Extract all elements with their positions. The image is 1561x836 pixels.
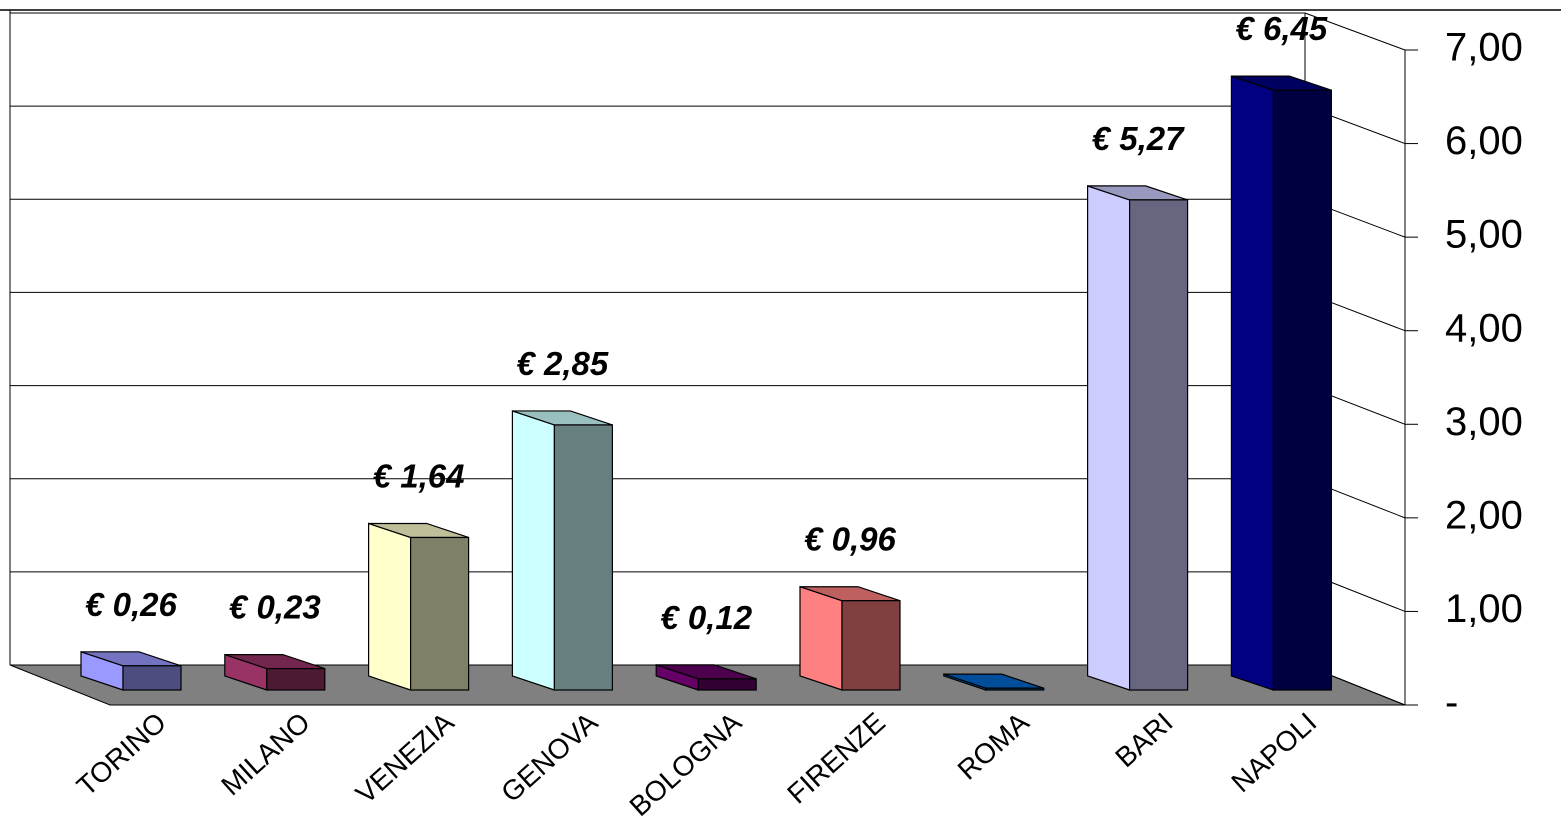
bar — [410, 536, 470, 691]
bar — [841, 600, 901, 691]
bar — [697, 678, 757, 691]
value-label: € 2,85 — [517, 345, 609, 382]
x-tick-label: GENOVA — [495, 706, 603, 808]
x-tick-label: BARI — [1109, 706, 1178, 773]
bar-side — [511, 410, 556, 691]
bar-side — [1086, 185, 1131, 691]
x-tick-label: TORINO — [71, 706, 172, 802]
value-label: € 0,23 — [229, 589, 321, 626]
value-label: € 0,12 — [660, 599, 752, 636]
x-tick-label: MILANO — [215, 706, 316, 801]
bar — [122, 665, 182, 691]
value-label: € 6,45 — [1236, 10, 1328, 47]
bar — [1272, 89, 1333, 691]
y-tick-label: 3,00 — [1445, 400, 1523, 444]
y-tick-label: 6,00 — [1445, 119, 1523, 163]
y-tick-label: 7,00 — [1445, 26, 1523, 70]
bar-side — [1230, 75, 1275, 691]
value-label: € 0,96 — [804, 521, 896, 558]
x-tick-label: FIRENZE — [781, 706, 891, 809]
x-tick-label: BOLOGNA — [624, 706, 748, 822]
y-tick-label: - — [1445, 681, 1458, 725]
bar — [553, 424, 614, 691]
bar-side — [799, 585, 843, 691]
value-label: € 1,64 — [373, 457, 465, 494]
bar-side — [368, 522, 412, 691]
bar — [985, 687, 1045, 691]
bar — [266, 668, 326, 691]
y-tick-label: 2,00 — [1445, 493, 1523, 537]
y-tick — [1304, 12, 1406, 51]
x-tick-label: ROMA — [952, 706, 1035, 785]
y-tick-label: 4,00 — [1445, 306, 1523, 350]
x-tick-label: VENEZIA — [350, 706, 460, 809]
bar — [1128, 199, 1189, 691]
value-label: € 5,27 — [1092, 120, 1185, 157]
y-tick-label: 1,00 — [1445, 587, 1523, 631]
x-tick-label: NAPOLI — [1225, 706, 1322, 798]
y-tick-label: 5,00 — [1445, 213, 1523, 257]
value-label: € 0,26 — [85, 586, 177, 623]
